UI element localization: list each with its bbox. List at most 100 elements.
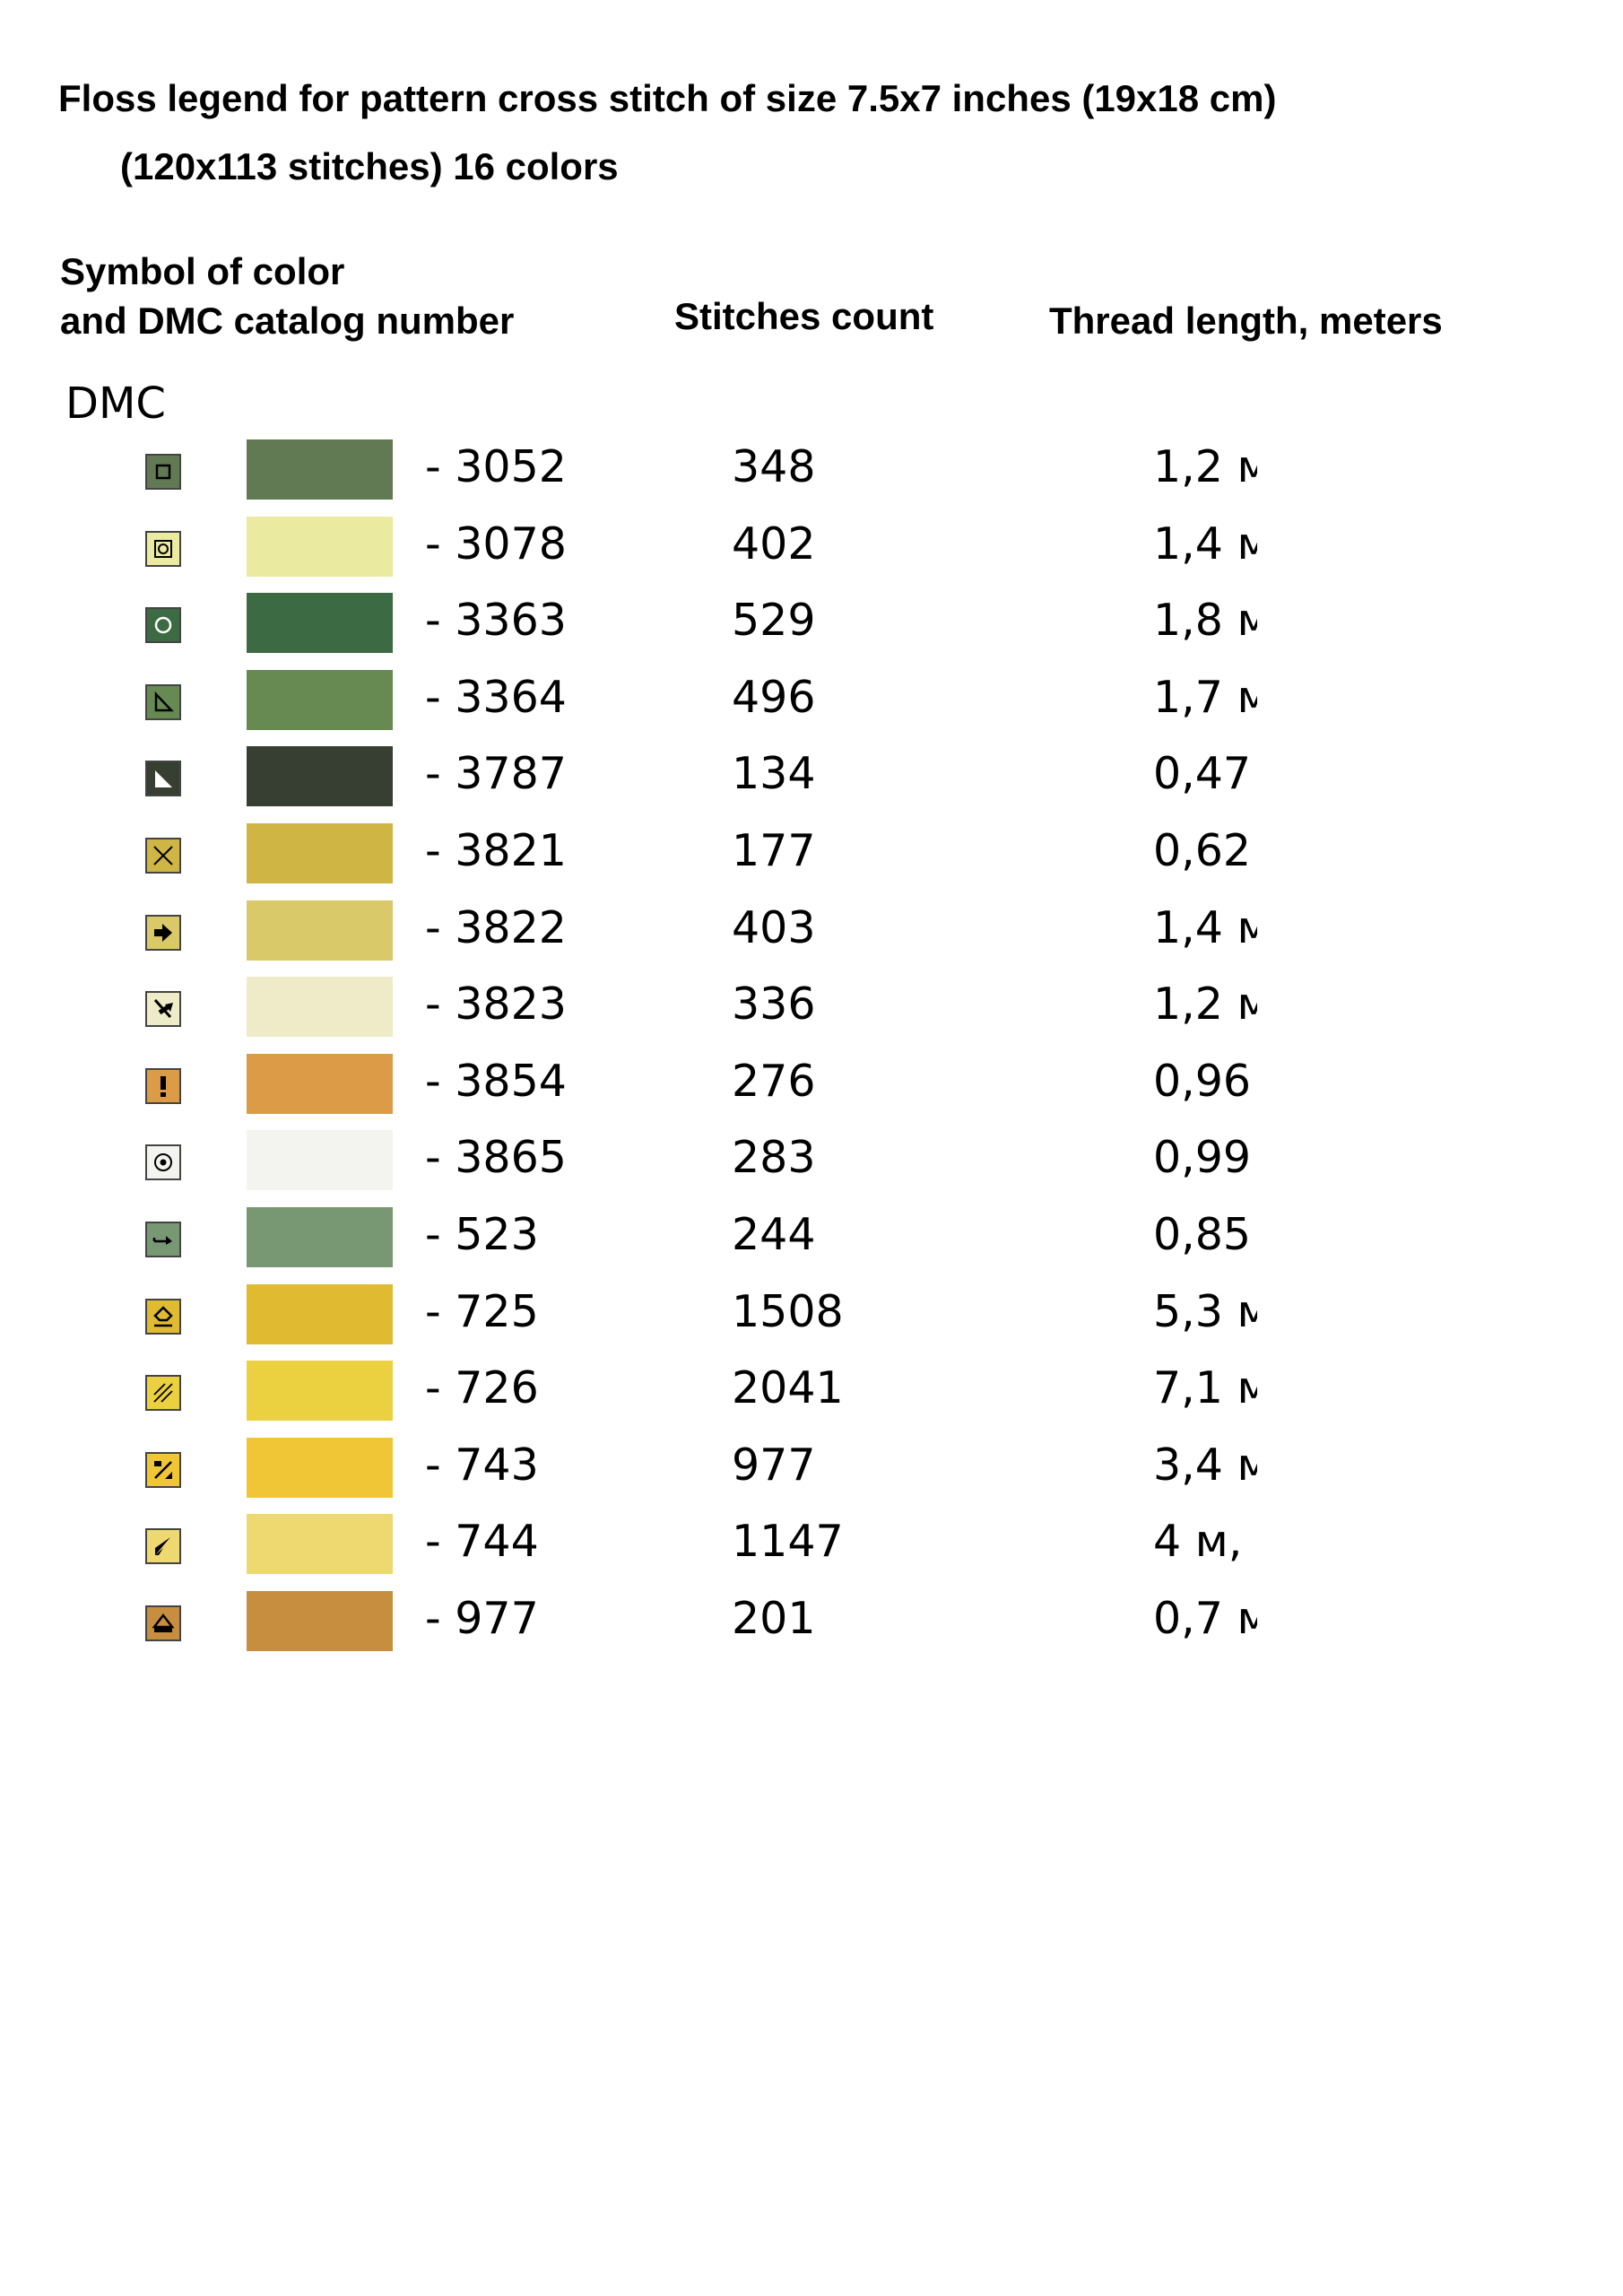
dmc-code: - 3363 (425, 595, 567, 647)
stitch-count: 1508 (732, 1285, 844, 1337)
symbol-header-line2: and DMC catalog number (60, 300, 515, 342)
stitch-count: 977 (732, 1439, 816, 1491)
percent-icon (154, 1460, 172, 1479)
table-row: - 726 2041 7,1 м (0, 1355, 1623, 1432)
symbol-column-header: Symbol of color and DMC catalog number (60, 247, 514, 345)
color-swatch (247, 1053, 393, 1114)
color-swatch (247, 516, 393, 577)
table-row: - 744 1147 4 м, 3 (0, 1509, 1623, 1586)
color-swatch (247, 746, 393, 807)
thread-length: 1,7 м (1153, 671, 1257, 723)
symbol-box (145, 1298, 181, 1335)
square-icon (155, 464, 171, 480)
symbol-box (145, 530, 181, 567)
thread-length: 1,2 м (1153, 441, 1257, 492)
stitch-count: 2041 (732, 1362, 844, 1414)
table-row: - 3854 276 0,96 (0, 1048, 1623, 1126)
dmc-code: - 3787 (425, 748, 567, 800)
boxed-circle-icon (154, 539, 172, 558)
color-swatch (247, 1207, 393, 1267)
stitch-count: 529 (732, 595, 816, 647)
table-row: - 3078 402 1,4 м (0, 511, 1623, 588)
thread-length: 3,4 м (1153, 1439, 1257, 1491)
stitch-count: 201 (732, 1593, 816, 1644)
color-swatch (247, 1361, 393, 1422)
thread-length: 0,85 (1153, 1209, 1252, 1260)
dmc-code: - 3822 (425, 901, 567, 953)
thread-length: 0,96 (1153, 1055, 1252, 1107)
stitch-count: 496 (732, 671, 816, 723)
dmc-code: - 743 (425, 1439, 539, 1491)
dmc-code: - 3364 (425, 671, 567, 723)
symbol-box (145, 1605, 181, 1641)
symbol-box (145, 1375, 181, 1412)
symbol-box (145, 1528, 181, 1565)
table-row: - 3363 529 1,8 м (0, 587, 1623, 665)
color-swatch (247, 439, 393, 500)
brand-label: DMC (65, 378, 166, 429)
table-row: - 743 977 3,4 м (0, 1432, 1623, 1509)
color-swatch (247, 1591, 393, 1651)
table-row: - 3052 348 1,2 м (0, 434, 1623, 511)
color-swatch (247, 1514, 393, 1575)
stitch-count: 336 (732, 978, 816, 1031)
thread-length: 1,4 м (1153, 901, 1257, 953)
hook-arrow-icon (152, 1236, 172, 1245)
legend-subtitle: (120x113 stitches) 16 colors (120, 145, 619, 187)
thread-length: 5,3 м (1153, 1285, 1257, 1337)
symbol-box (145, 914, 181, 951)
color-swatch (247, 977, 393, 1038)
dmc-code: - 726 (425, 1362, 539, 1414)
table-row: - 3823 336 1,2 м (0, 971, 1623, 1048)
symbol-box (145, 454, 181, 490)
table-row: - 3787 134 0,47 (0, 741, 1623, 818)
diagonal-arrow-icon (153, 999, 173, 1019)
thread-length: 1,8 м (1153, 595, 1257, 647)
thread-length: 0,62 (1153, 825, 1252, 876)
color-swatch (247, 593, 393, 654)
color-swatch (247, 669, 393, 730)
stitch-count: 177 (732, 825, 816, 876)
symbol-box (145, 761, 181, 797)
stitch-count: 348 (732, 441, 816, 492)
circle-icon (154, 616, 172, 634)
stitch-count: 276 (732, 1055, 816, 1107)
color-swatch (247, 823, 393, 883)
dmc-code: - 744 (425, 1516, 539, 1568)
stitch-count: 1147 (732, 1516, 844, 1568)
color-swatch (247, 1130, 393, 1191)
triangle-icon (154, 691, 174, 712)
color-swatch (247, 1283, 393, 1344)
pentagon-icon (153, 1305, 173, 1326)
dmc-code: - 3078 (425, 517, 567, 570)
symbol-box (145, 1144, 181, 1181)
dmc-code: - 3854 (425, 1055, 567, 1107)
symbol-box (145, 607, 181, 644)
stitch-count: 134 (732, 748, 816, 800)
table-row: - 3865 283 0,99 (0, 1125, 1623, 1202)
thread-length: 1,2 м (1153, 978, 1257, 1031)
exclamation-icon (161, 1075, 166, 1097)
thread-length: 0,7 м (1153, 1593, 1257, 1644)
color-swatch (247, 1437, 393, 1498)
symbol-header-line1: Symbol of color (60, 250, 345, 292)
table-row: - 977 201 0,7 м (0, 1586, 1623, 1663)
stitch-count: 402 (732, 517, 816, 570)
color-swatch (247, 900, 393, 961)
thread-length: 4 м, 3 (1153, 1516, 1257, 1568)
table-row: - 523 244 0,85 (0, 1202, 1623, 1279)
thread-length: 7,1 м (1153, 1362, 1257, 1414)
symbol-box (145, 683, 181, 720)
thread-column-header: Thread length, meters (1049, 300, 1443, 342)
legend-title: Floss legend for pattern cross stitch of… (58, 77, 1277, 119)
table-row: - 3364 496 1,7 м (0, 665, 1623, 742)
table-row: - 725 1508 5,3 м (0, 1279, 1623, 1356)
filled-triangle-icon (155, 770, 172, 788)
symbol-box (145, 1067, 181, 1104)
symbol-box (145, 1451, 181, 1488)
stitch-count: 244 (732, 1209, 816, 1260)
thread-length: 0,47 (1153, 748, 1252, 800)
cross-icon (153, 846, 173, 865)
dmc-code: - 523 (425, 1209, 539, 1260)
house-icon (152, 1613, 175, 1632)
